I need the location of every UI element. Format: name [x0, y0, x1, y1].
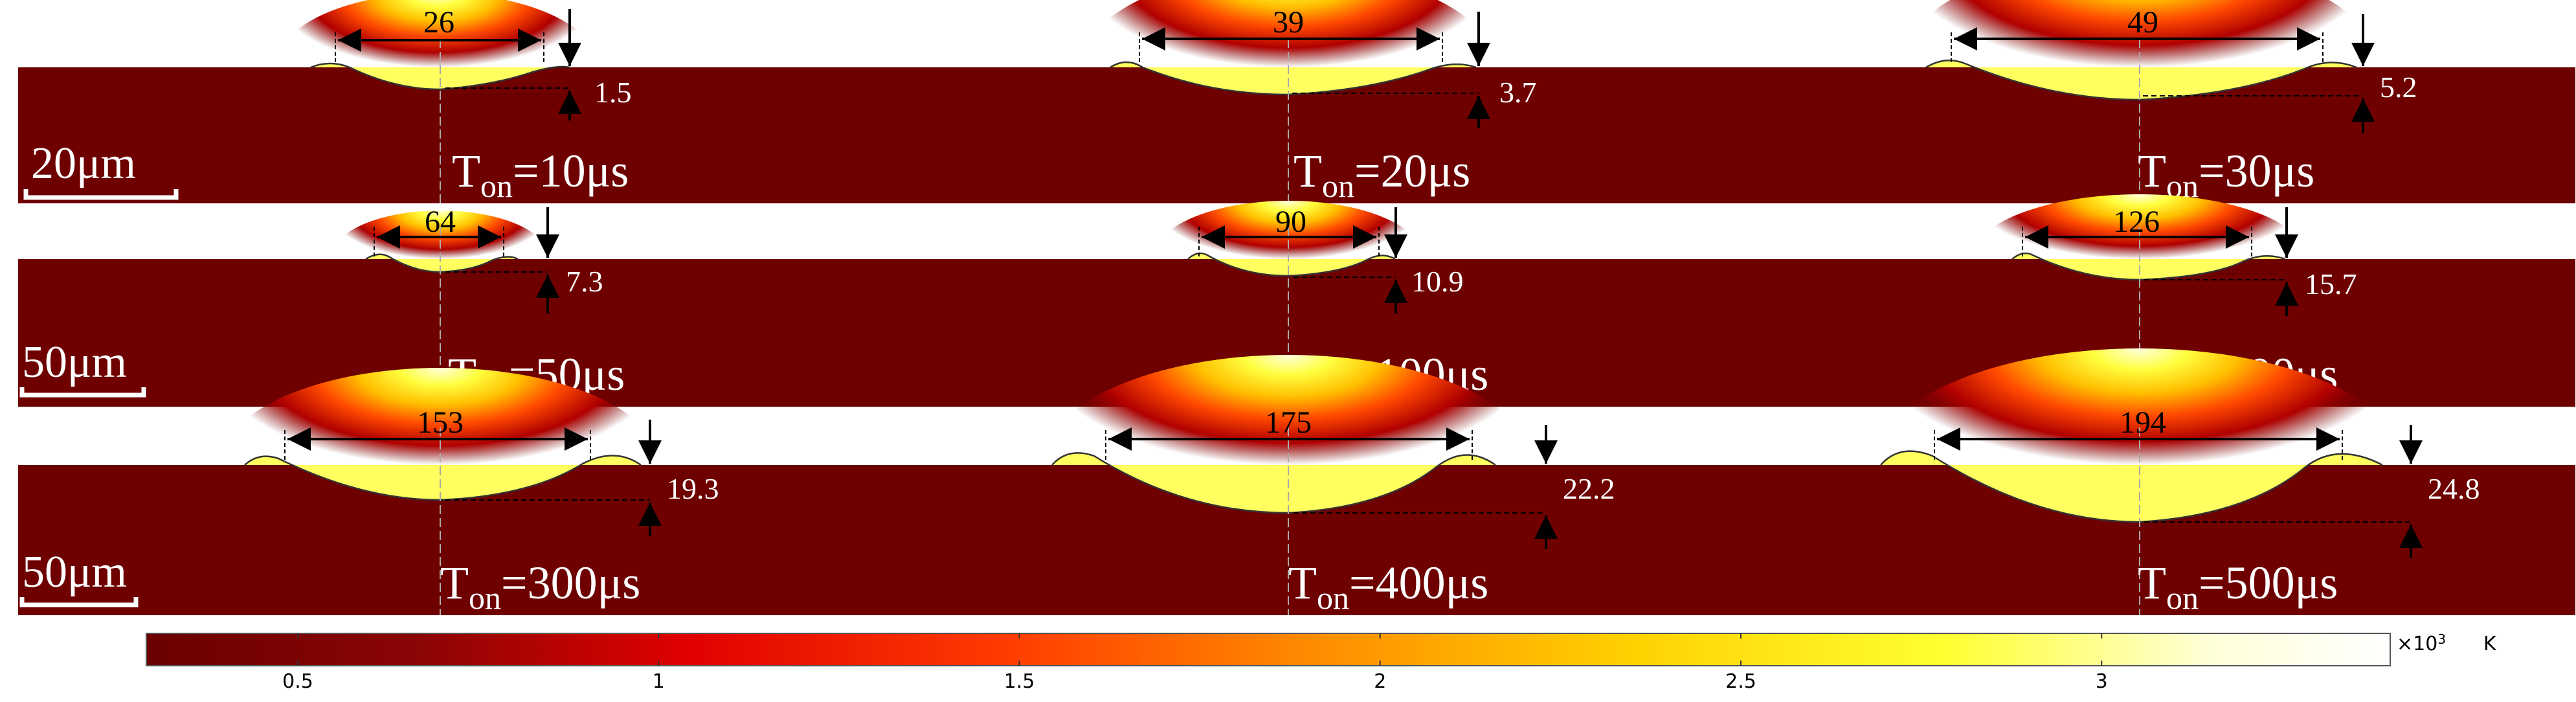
crater-cell: 126 15.7 Ton=200μs	[1971, 194, 2357, 407]
width-label: 194	[2120, 405, 2166, 440]
depth-label: 5.2	[2380, 71, 2417, 104]
crater-profile	[310, 62, 570, 91]
colorbar-tick-label: 1	[653, 670, 665, 693]
panel-row-1: 20μm 26 1.5 Ton=10μs	[18, 0, 2575, 204]
depth-label: 19.3	[667, 472, 719, 505]
depth-label: 7.3	[566, 265, 603, 298]
crater-cell: 194 24.8 Ton=500μs	[1874, 348, 2480, 616]
pulse-duration-label: Ton=500μs	[2138, 557, 2338, 616]
scale-bar: 50μm	[19, 337, 146, 398]
width-label: 153	[417, 405, 464, 440]
crater-cell: 26 1.5 Ton=10μs	[275, 0, 632, 204]
pulse-duration-label: Ton=30μs	[2138, 145, 2314, 204]
width-label: 126	[2113, 205, 2160, 239]
scale-bar-label: 20μm	[31, 139, 136, 188]
depth-label: 3.7	[1499, 76, 1537, 109]
depth-label: 15.7	[2305, 267, 2357, 300]
crater-cell: 39 3.7 Ton=20μs	[1081, 0, 1537, 204]
width-label: 39	[1273, 5, 1304, 40]
depth-label: 24.8	[2428, 472, 2480, 505]
colorbar: 0.5 1 1.5 2 2.5 3 ×103 K	[146, 631, 2497, 693]
width-label: 26	[423, 5, 454, 40]
crater-cell: 175 22.2 Ton=400μs	[1042, 355, 1615, 616]
colorbar-tick-label: 0.5	[282, 670, 313, 693]
width-label: 175	[1265, 405, 1312, 440]
scale-bar: 20μm	[23, 139, 179, 200]
scale-bar: 50μm	[19, 547, 139, 607]
width-label: 64	[425, 205, 456, 239]
pulse-duration-label: Ton=400μs	[1288, 557, 1488, 616]
colorbar-tick-label: 3	[2096, 670, 2108, 693]
pulse-duration-label: Ton=300μs	[440, 557, 640, 616]
colorbar-multiplier: ×103	[2397, 631, 2446, 655]
pulse-duration-label: Ton=10μs	[452, 145, 629, 204]
colorbar-gradient	[146, 633, 2391, 666]
depth-label: 22.2	[1563, 472, 1615, 505]
colorbar-unit: K	[2483, 633, 2497, 655]
depth-label: 10.9	[1411, 265, 1464, 298]
depth-label: 1.5	[594, 76, 632, 109]
colorbar-tick-label: 1.5	[1004, 670, 1035, 693]
colorbar-tick-label: 2	[1374, 670, 1386, 693]
scale-bar-label: 50μm	[22, 547, 127, 597]
crater-cell: 64 7.3 Ton=50μs	[330, 205, 625, 407]
width-label: 90	[1275, 205, 1306, 239]
colorbar-tick-label: 2.5	[1725, 670, 1756, 693]
pulse-duration-label: Ton=20μs	[1294, 145, 1470, 204]
width-label: 49	[2127, 5, 2158, 40]
scale-bar-label: 50μm	[22, 337, 127, 387]
crater-profile	[1187, 252, 1396, 277]
panel-row-3: 50μm 153 19.3 Ton=300μs	[18, 348, 2575, 616]
crater-cell: 153 19.3 Ton=300μs	[220, 368, 719, 616]
colorbar-ticks: 0.5 1 1.5 2 2.5 3	[282, 633, 2108, 693]
crater-cell: 49 5.2 Ton=30μs	[1900, 0, 2417, 204]
